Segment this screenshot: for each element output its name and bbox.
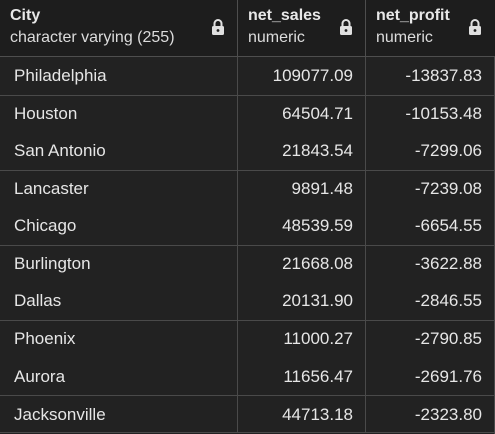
cell-net-sales[interactable]: 9891.48 [238, 170, 366, 208]
cell-net-profit[interactable]: -7239.08 [414, 179, 482, 199]
column-header-net-sales[interactable]: net_sales numeric [238, 0, 366, 56]
cell-city[interactable]: Burlington [0, 245, 238, 283]
table-row[interactable]: Chicago 48539.59 -6654.55 [0, 207, 495, 245]
cell-net-sales[interactable]: 48539.59 [238, 207, 366, 245]
column-header-city[interactable]: City character varying (255) [0, 0, 238, 56]
cell-net-profit[interactable]: -3622.88 [414, 254, 482, 274]
column-type: numeric [376, 29, 433, 46]
lock-icon [212, 19, 224, 35]
cell-net-sales[interactable]: 11656.47 [238, 357, 366, 396]
cell-net-profit[interactable]: -7299.06 [414, 140, 482, 160]
column-name: City [10, 7, 41, 24]
cell-city[interactable]: Phoenix [0, 321, 238, 358]
column-header-net-profit[interactable]: net_profit numeric [366, 0, 495, 56]
column-type: numeric [248, 29, 305, 46]
cell-net-sales[interactable]: 21668.08 [238, 245, 366, 283]
cell-city[interactable]: Chicago [0, 207, 238, 245]
table-row[interactable]: San Antonio 21843.54 -7299.06 [0, 132, 495, 170]
cell-net-sales[interactable]: 21843.54 [238, 132, 366, 170]
lock-icon [340, 19, 352, 35]
column-name: net_profit [376, 7, 450, 24]
results-grid-header: City character varying (255) net_sales n… [0, 0, 495, 57]
cell-net-profit[interactable]: -2790.85 [414, 329, 482, 349]
table-row[interactable]: Aurora 11656.47 -2691.76 [0, 357, 495, 396]
lock-icon [469, 19, 481, 35]
cell-net-sales[interactable]: 11000.27 [238, 321, 366, 358]
cell-city[interactable]: Philadelphia [0, 57, 238, 95]
grid-bottom-border [0, 432, 495, 433]
cell-net-sales[interactable]: 20131.90 [238, 282, 366, 321]
cell-net-profit[interactable]: -2691.76 [414, 366, 482, 386]
table-row[interactable]: Dallas 20131.90 -2846.55 [0, 282, 495, 321]
cell-city[interactable]: Houston [0, 95, 238, 133]
cell-city[interactable]: Jacksonville [0, 396, 238, 433]
column-name: net_sales [248, 7, 321, 24]
cell-city[interactable]: Aurora [0, 357, 238, 396]
cell-net-profit[interactable]: -2846.55 [414, 291, 482, 311]
cell-city[interactable]: Dallas [0, 282, 238, 321]
results-grid-body: Philadelphia 109077.09 -13837.83 Houston… [0, 57, 495, 433]
cell-net-sales[interactable]: 44713.18 [238, 396, 366, 433]
table-row[interactable]: Jacksonville 44713.18 -2323.80 [0, 395, 495, 433]
table-row[interactable]: Lancaster 9891.48 -7239.08 [0, 169, 495, 208]
cell-net-profit[interactable]: -6654.55 [414, 216, 482, 236]
table-row[interactable]: Burlington 21668.08 -3622.88 [0, 244, 495, 283]
cell-net-profit[interactable]: -13837.83 [405, 65, 482, 85]
table-row[interactable]: Philadelphia 109077.09 -13837.83 [0, 57, 495, 95]
column-type: character varying (255) [10, 29, 175, 46]
cell-net-profit[interactable]: -10153.48 [405, 103, 482, 123]
cell-net-sales[interactable]: 64504.71 [238, 95, 366, 133]
cell-city[interactable]: San Antonio [0, 132, 238, 170]
cell-city[interactable]: Lancaster [0, 170, 238, 208]
table-row[interactable]: Houston 64504.71 -10153.48 [0, 94, 495, 133]
table-row[interactable]: Phoenix 11000.27 -2790.85 [0, 320, 495, 358]
cell-net-profit[interactable]: -2323.80 [414, 404, 482, 424]
cell-net-sales[interactable]: 109077.09 [238, 57, 366, 95]
